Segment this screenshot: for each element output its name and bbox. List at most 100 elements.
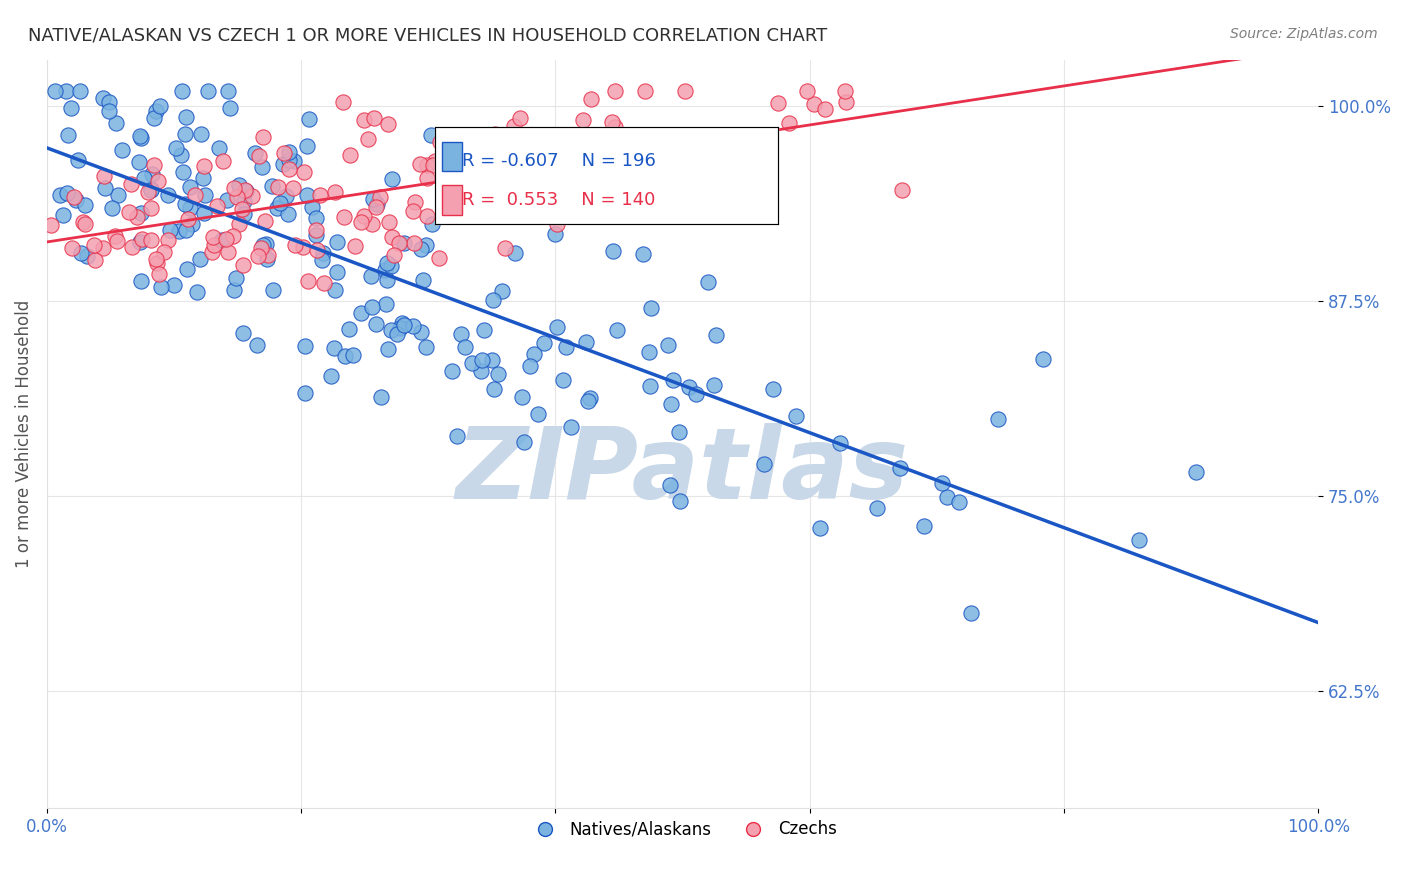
Natives/Alaskans (149, 280, 172, 294)
Natives/Alaskans (337, 321, 360, 335)
Czechs (253, 214, 276, 228)
Natives/Alaskans (375, 273, 398, 287)
Czechs (118, 205, 141, 219)
Natives/Alaskans (546, 319, 568, 334)
Natives/Alaskans (128, 235, 150, 249)
Natives/Alaskans (301, 200, 323, 214)
Natives/Alaskans (668, 425, 690, 439)
Czechs (814, 102, 837, 116)
Natives/Alaskans (233, 194, 256, 209)
Czechs (477, 136, 499, 150)
Natives/Alaskans (218, 102, 240, 116)
Y-axis label: 1 or more Vehicles in Household: 1 or more Vehicles in Household (15, 300, 32, 568)
Natives/Alaskans (697, 275, 720, 289)
Natives/Alaskans (450, 326, 472, 341)
Natives/Alaskans (381, 172, 404, 186)
Natives/Alaskans (481, 293, 503, 308)
Natives/Alaskans (142, 112, 165, 126)
Czechs (353, 209, 375, 223)
Natives/Alaskans (370, 390, 392, 404)
Natives/Alaskans (56, 128, 79, 142)
Natives/Alaskans (960, 606, 983, 620)
Czechs (648, 130, 671, 145)
Czechs (796, 84, 818, 98)
Czechs (332, 95, 354, 109)
Czechs (523, 198, 546, 212)
Czechs (427, 251, 450, 265)
Czechs (486, 158, 509, 172)
Czechs (226, 190, 249, 204)
Natives/Alaskans (157, 188, 180, 202)
Czechs (572, 112, 595, 127)
Czechs (439, 177, 461, 191)
Natives/Alaskans (266, 201, 288, 215)
Natives/Alaskans (283, 153, 305, 168)
Natives/Alaskans (662, 373, 685, 387)
Natives/Alaskans (294, 339, 316, 353)
Czechs (538, 174, 561, 188)
Natives/Alaskans (243, 146, 266, 161)
Natives/Alaskans (93, 181, 115, 195)
Natives/Alaskans (278, 153, 301, 167)
Natives/Alaskans (274, 188, 297, 202)
Czechs (232, 258, 254, 272)
Czechs (267, 180, 290, 194)
Natives/Alaskans (519, 359, 541, 373)
Text: ZIPatlas: ZIPatlas (456, 423, 910, 520)
Czechs (834, 84, 856, 98)
Natives/Alaskans (269, 195, 291, 210)
Natives/Alaskans (105, 116, 128, 130)
Natives/Alaskans (350, 306, 373, 320)
Natives/Alaskans (128, 154, 150, 169)
Czechs (519, 146, 541, 161)
Natives/Alaskans (163, 278, 186, 293)
Czechs (93, 169, 115, 183)
Natives/Alaskans (149, 99, 172, 113)
Czechs (361, 217, 384, 231)
Czechs (252, 129, 274, 144)
Czechs (240, 188, 263, 202)
Czechs (323, 186, 346, 200)
Natives/Alaskans (366, 317, 388, 331)
Natives/Alaskans (761, 382, 783, 396)
Czechs (603, 84, 626, 98)
Natives/Alaskans (48, 188, 70, 202)
Natives/Alaskans (197, 84, 219, 98)
Czechs (616, 152, 638, 166)
Natives/Alaskans (190, 127, 212, 141)
Natives/Alaskans (388, 320, 411, 334)
Natives/Alaskans (472, 323, 495, 337)
Czechs (308, 187, 330, 202)
Natives/Alaskans (706, 328, 728, 343)
Czechs (404, 195, 426, 210)
Czechs (343, 239, 366, 253)
Czechs (523, 176, 546, 190)
Czechs (600, 114, 623, 128)
Czechs (530, 181, 553, 195)
Czechs (477, 198, 499, 212)
Czechs (304, 223, 326, 237)
Natives/Alaskans (375, 297, 398, 311)
Natives/Alaskans (325, 264, 347, 278)
Natives/Alaskans (576, 394, 599, 409)
Czechs (416, 209, 439, 223)
Czechs (416, 159, 439, 173)
Natives/Alaskans (543, 227, 565, 241)
Czechs (623, 168, 645, 182)
Czechs (695, 143, 717, 157)
Natives/Alaskans (194, 188, 217, 202)
Natives/Alaskans (141, 167, 163, 181)
Natives/Alaskans (107, 188, 129, 202)
Czechs (146, 256, 169, 270)
Natives/Alaskans (657, 337, 679, 351)
Natives/Alaskans (808, 521, 831, 535)
Czechs (640, 133, 662, 147)
Czechs (546, 217, 568, 231)
Czechs (183, 187, 205, 202)
Czechs (305, 243, 328, 257)
Natives/Alaskans (98, 104, 121, 119)
Czechs (277, 161, 299, 176)
Natives/Alaskans (491, 284, 513, 298)
Natives/Alaskans (278, 145, 301, 160)
Natives/Alaskans (179, 180, 201, 194)
